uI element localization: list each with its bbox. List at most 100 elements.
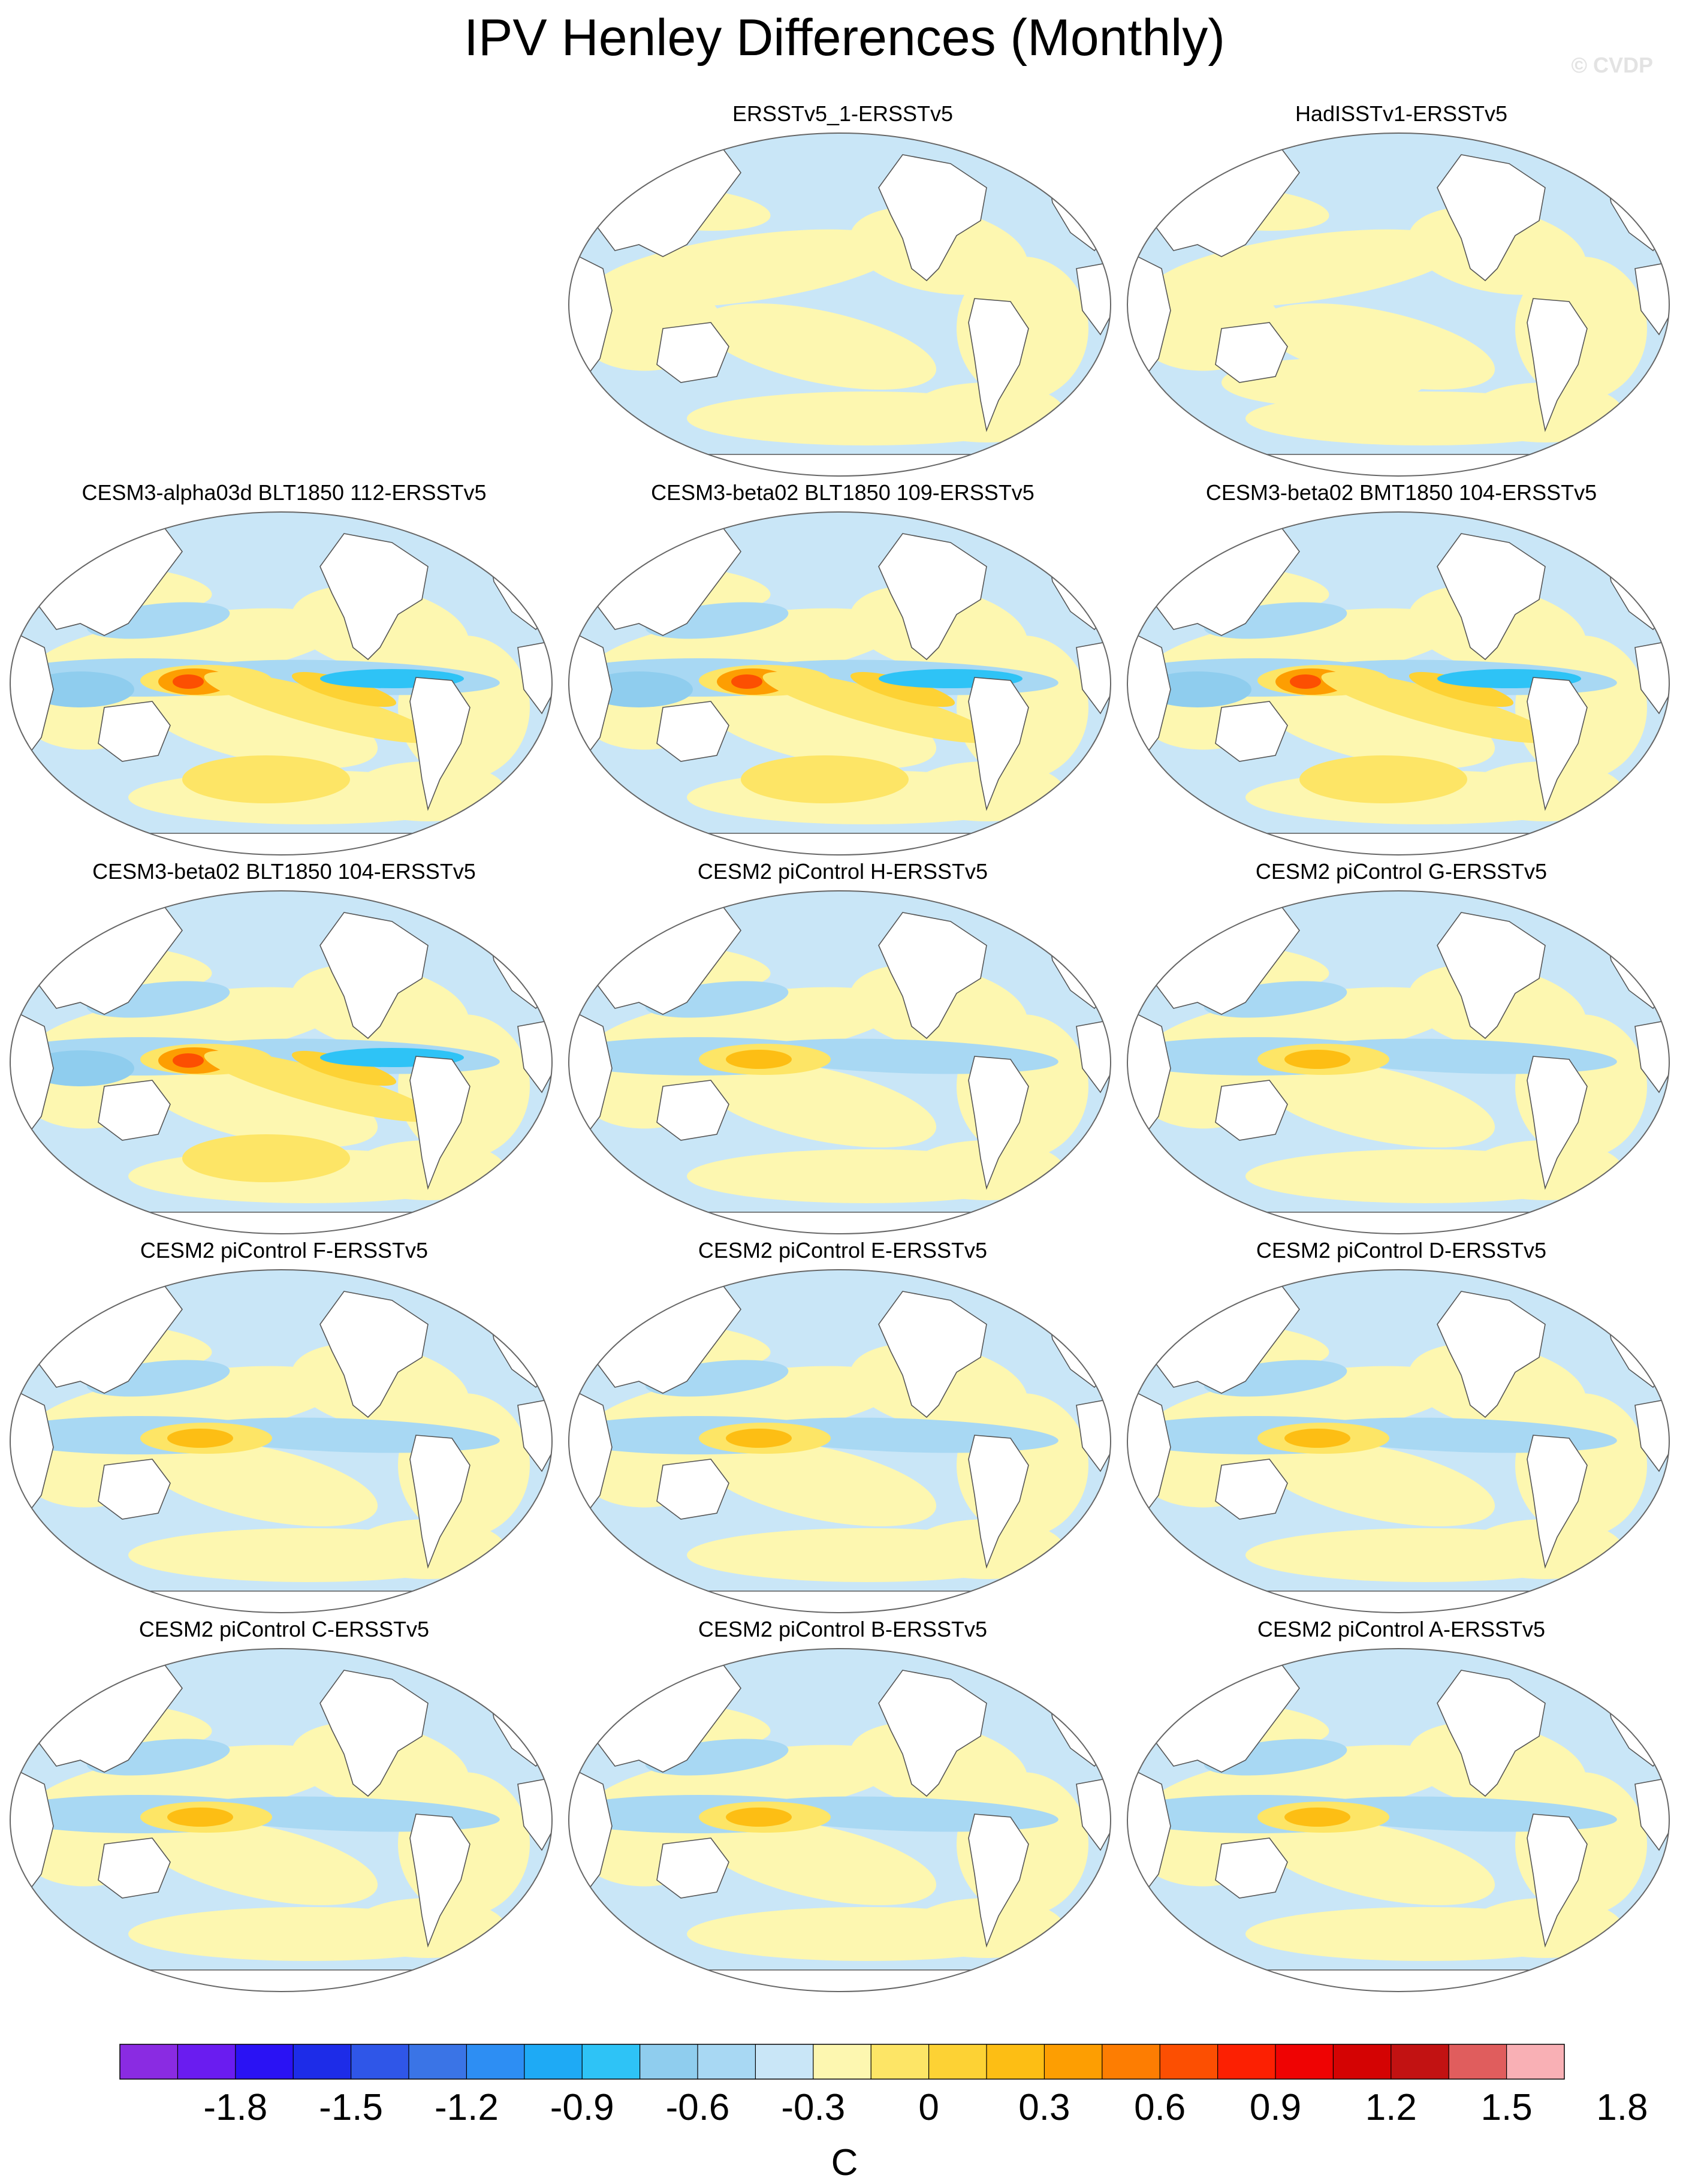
colorbar-tick-label: -0.3 xyxy=(781,2087,845,2128)
map-outline xyxy=(568,1269,1111,1613)
landmass xyxy=(1527,1056,1588,1190)
robinson-map xyxy=(1127,511,1670,855)
landmass xyxy=(1527,1435,1588,1569)
anomaly-contour xyxy=(142,1440,378,1526)
anomaly-contour xyxy=(204,671,436,743)
landmass xyxy=(319,1291,429,1418)
anomaly-contour xyxy=(726,1050,792,1069)
colorbar-swatch xyxy=(755,2044,814,2079)
robinson-map xyxy=(568,1648,1111,1992)
colorbar-tick-label: 0.9 xyxy=(1250,2087,1301,2128)
map-outline xyxy=(1127,1648,1670,1992)
colorbar-swatch xyxy=(466,2044,525,2079)
map-outline xyxy=(568,132,1111,477)
robinson-map xyxy=(10,1648,553,1992)
landmass xyxy=(1127,1969,1669,1992)
landmass xyxy=(1437,1670,1546,1797)
map-panel: CESM2 piControl B-ERSSTv5 xyxy=(567,1616,1118,2000)
landmass xyxy=(878,1291,987,1418)
robinson-map xyxy=(568,511,1111,855)
landmass xyxy=(1215,701,1288,762)
landmass xyxy=(656,322,729,383)
panel-title: CESM2 piControl B-ERSSTv5 xyxy=(698,1617,988,1641)
landmass xyxy=(98,701,171,762)
landmass xyxy=(409,677,470,811)
landmass xyxy=(98,1459,171,1520)
colorbar-tick-label: 0.6 xyxy=(1134,2087,1186,2128)
cvdp-watermark: © CVDP xyxy=(1571,53,1653,77)
landmass xyxy=(1527,677,1588,811)
robinson-map xyxy=(568,890,1111,1234)
map-panel: CESM3-beta02 BLT1850 109-ERSSTv5 xyxy=(567,480,1118,863)
colorbar-tick-label: -1.8 xyxy=(203,2087,267,2128)
sst-anomaly-field xyxy=(10,512,552,855)
map-panel: CESM3-beta02 BLT1850 104-ERSSTv5 xyxy=(8,858,560,1242)
landmass xyxy=(1215,1837,1288,1899)
landmass xyxy=(1215,322,1288,383)
colorbar-swatch xyxy=(640,2044,698,2079)
anomaly-contour xyxy=(1284,1808,1350,1827)
colorbar-swatch xyxy=(1044,2044,1103,2079)
landmass xyxy=(569,1590,1111,1613)
colorbar-swatch xyxy=(582,2044,641,2079)
colorbar-tick-label: -0.6 xyxy=(666,2087,730,2128)
colorbar-tick-label: 0.3 xyxy=(1018,2087,1070,2128)
colorbar-swatch xyxy=(120,2044,178,2079)
colorbar-swatch xyxy=(1102,2044,1160,2079)
map-panel: HadISSTv1-ERSSTv5 xyxy=(1126,101,1677,484)
landmass xyxy=(1437,533,1546,661)
colorbar-swatch xyxy=(351,2044,409,2079)
anomaly-contour xyxy=(585,671,693,707)
robinson-map xyxy=(1127,1648,1670,1992)
anomaly-contour xyxy=(142,682,378,769)
colorbar-tick-label: -1.5 xyxy=(319,2087,383,2128)
landmass xyxy=(656,1459,729,1520)
panel-title: CESM3-beta02 BLT1850 104-ERSSTv5 xyxy=(92,859,476,884)
landmass xyxy=(656,1080,729,1141)
anomaly-contour xyxy=(1259,1061,1495,1147)
landmass xyxy=(569,1969,1111,1992)
anomaly-contour xyxy=(142,1819,378,1905)
landmass xyxy=(1127,1212,1669,1234)
anomaly-contour xyxy=(204,1050,436,1122)
colorbar-swatch xyxy=(293,2044,352,2079)
colorbar-swatch xyxy=(698,2044,756,2079)
anomaly-contour xyxy=(1408,671,1514,707)
anomaly-contour xyxy=(701,1440,937,1526)
landmass xyxy=(968,1056,1029,1190)
anomaly-contour xyxy=(741,755,909,803)
anomaly-contour xyxy=(731,674,762,689)
landmass xyxy=(409,1435,470,1569)
panel-title: CESM2 piControl H-ERSSTv5 xyxy=(697,859,988,884)
panel-title: CESM2 piControl G-ERSSTv5 xyxy=(1255,859,1548,884)
map-outline xyxy=(10,511,553,855)
robinson-map xyxy=(1127,132,1670,477)
anomaly-contour xyxy=(142,1061,378,1147)
colorbar-swatch xyxy=(1333,2044,1392,2079)
colorbar-swatch xyxy=(235,2044,294,2079)
landmass xyxy=(878,1670,987,1797)
map-panel: CESM2 piControl D-ERSSTv5 xyxy=(1126,1237,1677,1621)
anomaly-contour xyxy=(701,1819,937,1905)
panel-title: CESM2 piControl F-ERSSTv5 xyxy=(140,1238,429,1263)
landmass xyxy=(1127,1590,1669,1613)
panel-title: CESM2 piControl C-ERSSTv5 xyxy=(138,1617,430,1641)
colorbar-tick-label: 0 xyxy=(918,2087,939,2128)
map-panel: CESM2 piControl H-ERSSTv5 xyxy=(567,858,1118,1242)
anomaly-contour xyxy=(850,671,955,707)
anomaly-contour xyxy=(1284,1050,1350,1069)
map-panel: CESM2 piControl F-ERSSTv5 xyxy=(8,1237,560,1621)
landmass xyxy=(319,533,429,661)
anomaly-contour xyxy=(26,1050,134,1086)
anomaly-contour xyxy=(167,1429,233,1448)
landmass xyxy=(1215,1080,1288,1141)
anomaly-contour xyxy=(701,1061,937,1147)
anomaly-contour xyxy=(1259,682,1495,769)
colorbar-swatch xyxy=(1160,2044,1219,2079)
anomaly-contour xyxy=(726,1808,792,1827)
colorbar-frame xyxy=(119,2044,1565,2080)
map-outline xyxy=(10,890,553,1234)
landmass xyxy=(1127,454,1669,476)
colorbar-swatch xyxy=(813,2044,871,2079)
landmass xyxy=(1437,1291,1546,1418)
